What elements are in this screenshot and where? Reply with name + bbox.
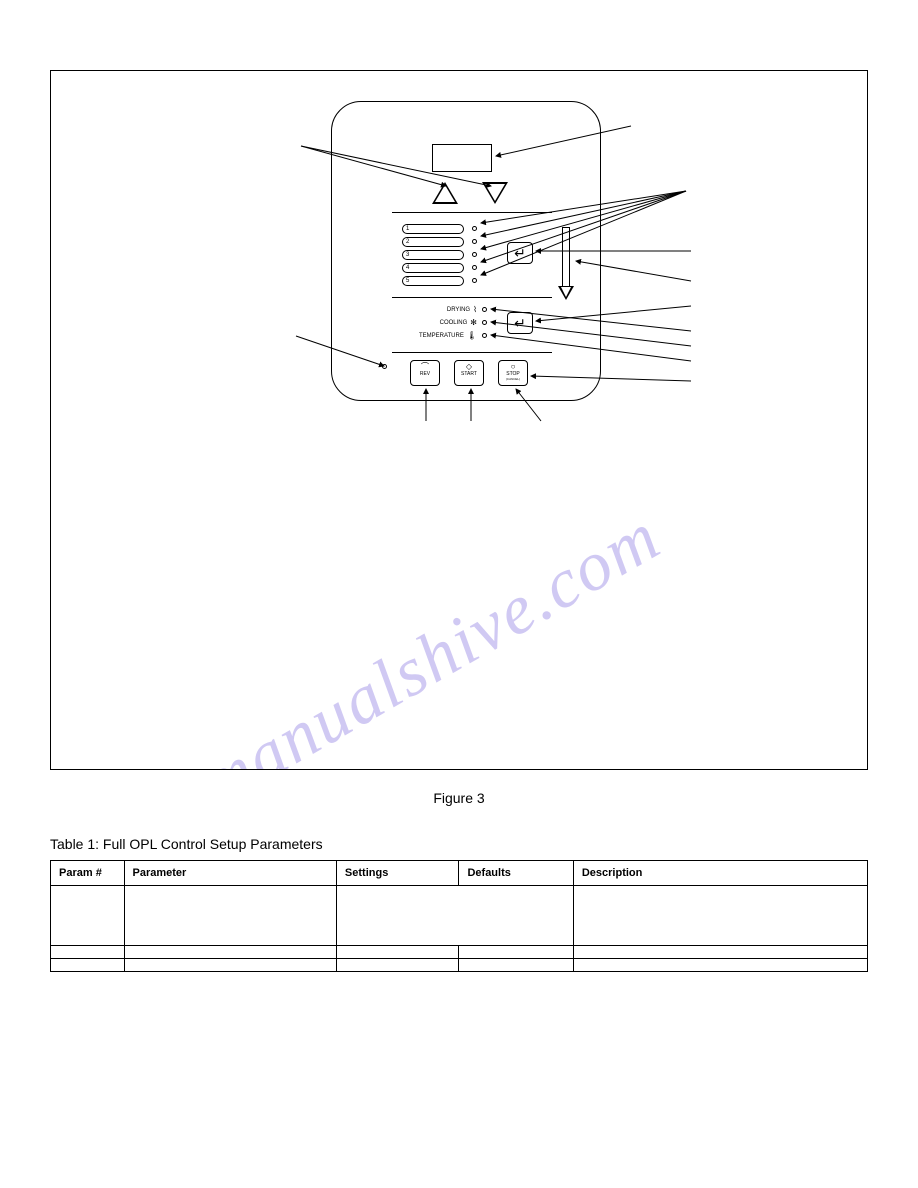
column-header: Defaults bbox=[459, 861, 573, 886]
column-header: Parameter bbox=[124, 861, 336, 886]
status-drying: DRYING ⌇ bbox=[402, 305, 477, 314]
scroll-down-icon bbox=[558, 286, 574, 300]
column-header: Param # bbox=[51, 861, 125, 886]
figure-caption: Figure 3 bbox=[50, 790, 868, 806]
status-cooling: COOLING ✻ bbox=[402, 318, 477, 327]
button-label: REV bbox=[420, 371, 430, 377]
stop-icon: ○ bbox=[499, 363, 527, 371]
program-row-1: 1 bbox=[402, 220, 477, 232]
button-sublabel: (CANCEL) bbox=[499, 377, 527, 381]
program-led-icon bbox=[472, 278, 477, 283]
table-cell bbox=[336, 886, 573, 946]
status-led-icon bbox=[482, 307, 487, 312]
status-label: DRYING bbox=[447, 307, 470, 313]
table-cell bbox=[51, 959, 125, 972]
divider-line bbox=[392, 297, 552, 298]
program-led-icon bbox=[472, 226, 477, 231]
program-row-4: 4 bbox=[402, 259, 477, 271]
table-cell bbox=[459, 959, 573, 972]
divider-line bbox=[392, 212, 552, 213]
watermark-text: manualshive.com bbox=[186, 497, 675, 770]
table-cell bbox=[336, 959, 459, 972]
power-led-icon bbox=[382, 364, 387, 369]
table-cell bbox=[573, 886, 867, 946]
start-icon: ◇ bbox=[455, 363, 483, 371]
enter-button-2: ↵ bbox=[507, 312, 533, 334]
program-row-5: 5 bbox=[402, 272, 477, 284]
page-container: 1 2 3 4 5 bbox=[0, 0, 918, 1012]
enter-arrow-icon: ↵ bbox=[514, 246, 526, 260]
status-led-icon bbox=[482, 333, 487, 338]
lcd-display bbox=[432, 144, 492, 172]
program-led-icon bbox=[472, 252, 477, 257]
figure-box: 1 2 3 4 5 bbox=[50, 70, 868, 770]
thermometer-icon: 🌡 bbox=[467, 331, 477, 340]
table-cell bbox=[124, 959, 336, 972]
enter-button-1: ↵ bbox=[507, 242, 533, 264]
stop-button: ○ STOP (CANCEL) bbox=[498, 360, 528, 386]
scroll-bar-icon bbox=[562, 227, 570, 287]
table-cell bbox=[573, 946, 867, 959]
table-header-row: Param # Parameter Settings Defaults Desc… bbox=[51, 861, 868, 886]
column-header: Description bbox=[573, 861, 867, 886]
status-label: COOLING bbox=[440, 320, 468, 326]
control-panel-diagram: 1 2 3 4 5 bbox=[331, 101, 631, 401]
parameters-table: Param # Parameter Settings Defaults Desc… bbox=[50, 860, 868, 972]
table-title: Table 1: Full OPL Control Setup Paramete… bbox=[50, 836, 868, 852]
table-cell bbox=[459, 946, 573, 959]
table-cell bbox=[124, 946, 336, 959]
status-label: TEMPERATURE bbox=[419, 333, 464, 339]
column-header: Settings bbox=[336, 861, 459, 886]
table-cell bbox=[51, 886, 125, 946]
status-led-icon bbox=[482, 320, 487, 325]
table-cell bbox=[124, 886, 336, 946]
rev-button: ⌒ REV bbox=[410, 360, 440, 386]
panel-outline: 1 2 3 4 5 bbox=[331, 101, 601, 401]
program-led-icon bbox=[472, 239, 477, 244]
table-cell bbox=[573, 959, 867, 972]
arrow-down-icon bbox=[482, 182, 508, 204]
status-temperature: TEMPERATURE 🌡 bbox=[402, 331, 477, 340]
button-label: START bbox=[461, 371, 477, 377]
arrow-up-icon bbox=[432, 182, 458, 204]
table-cell bbox=[336, 946, 459, 959]
divider-line bbox=[392, 352, 552, 353]
program-led-icon bbox=[472, 265, 477, 270]
program-row-3: 3 bbox=[402, 246, 477, 258]
heat-icon: ⌇ bbox=[473, 305, 477, 314]
table-row bbox=[51, 959, 868, 972]
rev-icon: ⌒ bbox=[411, 363, 439, 371]
program-slot: 5 bbox=[402, 276, 464, 286]
enter-arrow-icon: ↵ bbox=[514, 316, 526, 330]
program-row-2: 2 bbox=[402, 233, 477, 245]
start-button: ◇ START bbox=[454, 360, 484, 386]
fan-icon: ✻ bbox=[470, 318, 477, 327]
table-cell bbox=[51, 946, 125, 959]
table-row bbox=[51, 886, 868, 946]
table-row bbox=[51, 946, 868, 959]
